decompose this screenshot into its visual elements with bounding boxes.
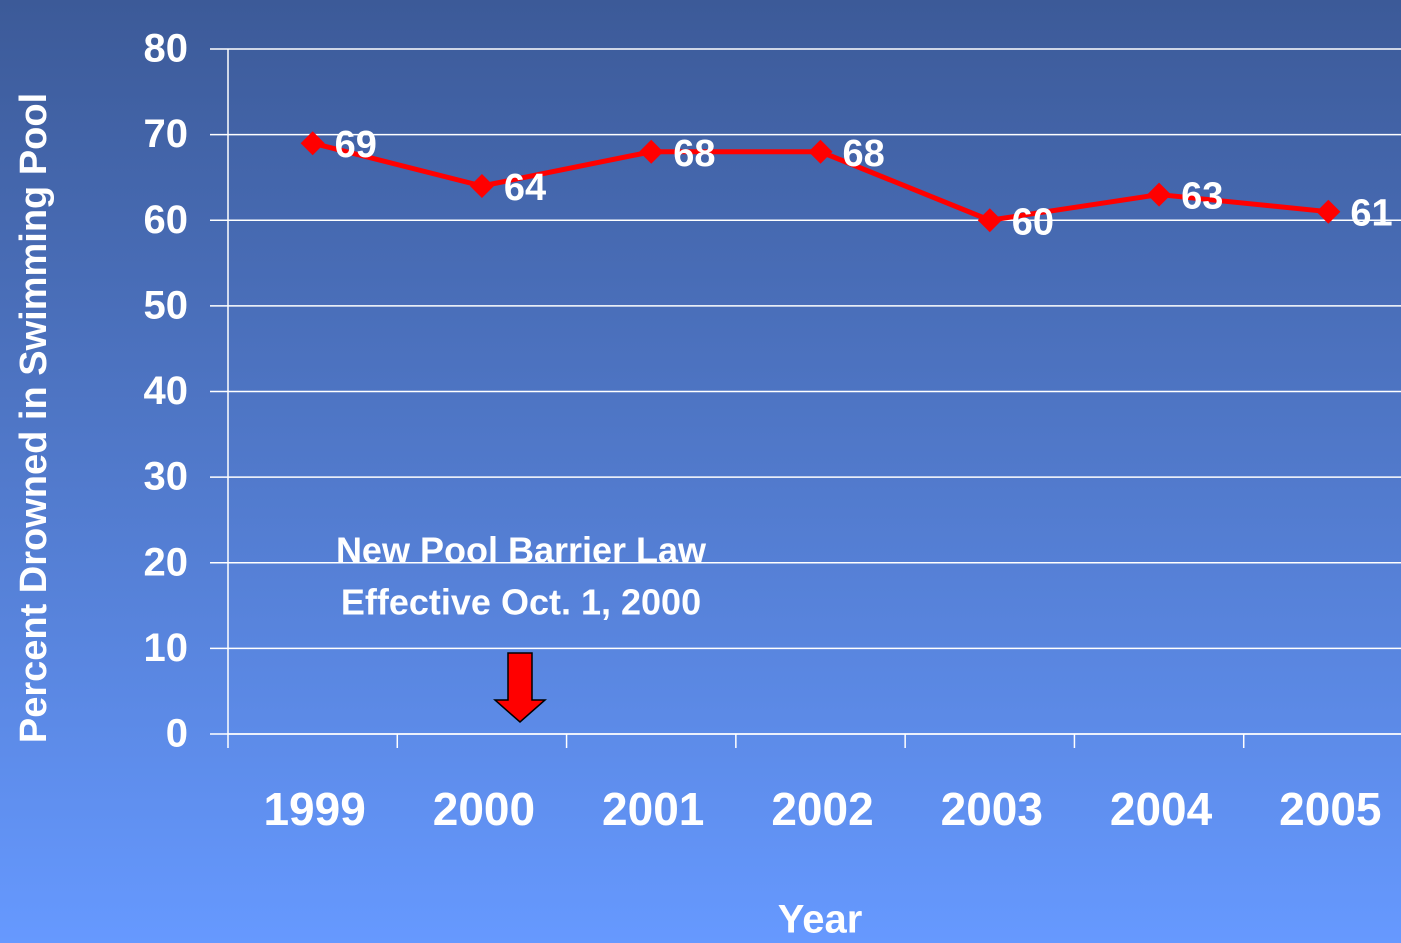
x-axis-label: Year — [778, 898, 863, 942]
x-tick-label: 2000 — [433, 783, 535, 835]
data-point — [300, 131, 325, 156]
y-tick-label: 70 — [144, 112, 189, 156]
data-point — [1147, 182, 1172, 207]
y-tick-label: 20 — [144, 540, 189, 584]
y-tick-label: 80 — [144, 27, 189, 71]
data-point — [808, 139, 833, 164]
y-tick-label: 60 — [144, 198, 189, 242]
x-tick-label: 2005 — [1279, 783, 1381, 835]
x-tick-label: 2001 — [602, 783, 704, 835]
annotation-line: New Pool Barrier Law — [336, 530, 707, 571]
y-tick-label: 40 — [144, 369, 189, 413]
data-label: 68 — [673, 133, 715, 175]
x-tick-label: 2004 — [1110, 783, 1213, 835]
arrow — [493, 652, 547, 723]
y-axis-label: Percent Drowned in Swimming Pool — [13, 93, 55, 743]
y-tick-label: 50 — [144, 283, 189, 327]
data-point — [469, 174, 494, 198]
data-label: 64 — [504, 167, 546, 209]
data-label: 60 — [1012, 201, 1054, 243]
data-label: 68 — [843, 133, 885, 175]
x-tick-label: 2002 — [771, 783, 873, 835]
annotation: New Pool Barrier Law Effective Oct. 1, 2… — [336, 530, 707, 623]
data-point — [1316, 199, 1341, 224]
data-label: 61 — [1350, 193, 1392, 235]
y-tick-label: 10 — [144, 626, 189, 670]
y-tick-label: 30 — [144, 455, 189, 499]
x-tick-label: 1999 — [263, 783, 365, 835]
data-label: 69 — [335, 124, 377, 166]
data-point — [639, 139, 664, 164]
x-tick-label: 2003 — [941, 783, 1043, 835]
data-point — [977, 208, 1002, 233]
annotation-line: Effective Oct. 1, 2000 — [341, 582, 701, 623]
data-label: 63 — [1181, 176, 1223, 218]
y-tick-label: 0 — [166, 712, 188, 756]
